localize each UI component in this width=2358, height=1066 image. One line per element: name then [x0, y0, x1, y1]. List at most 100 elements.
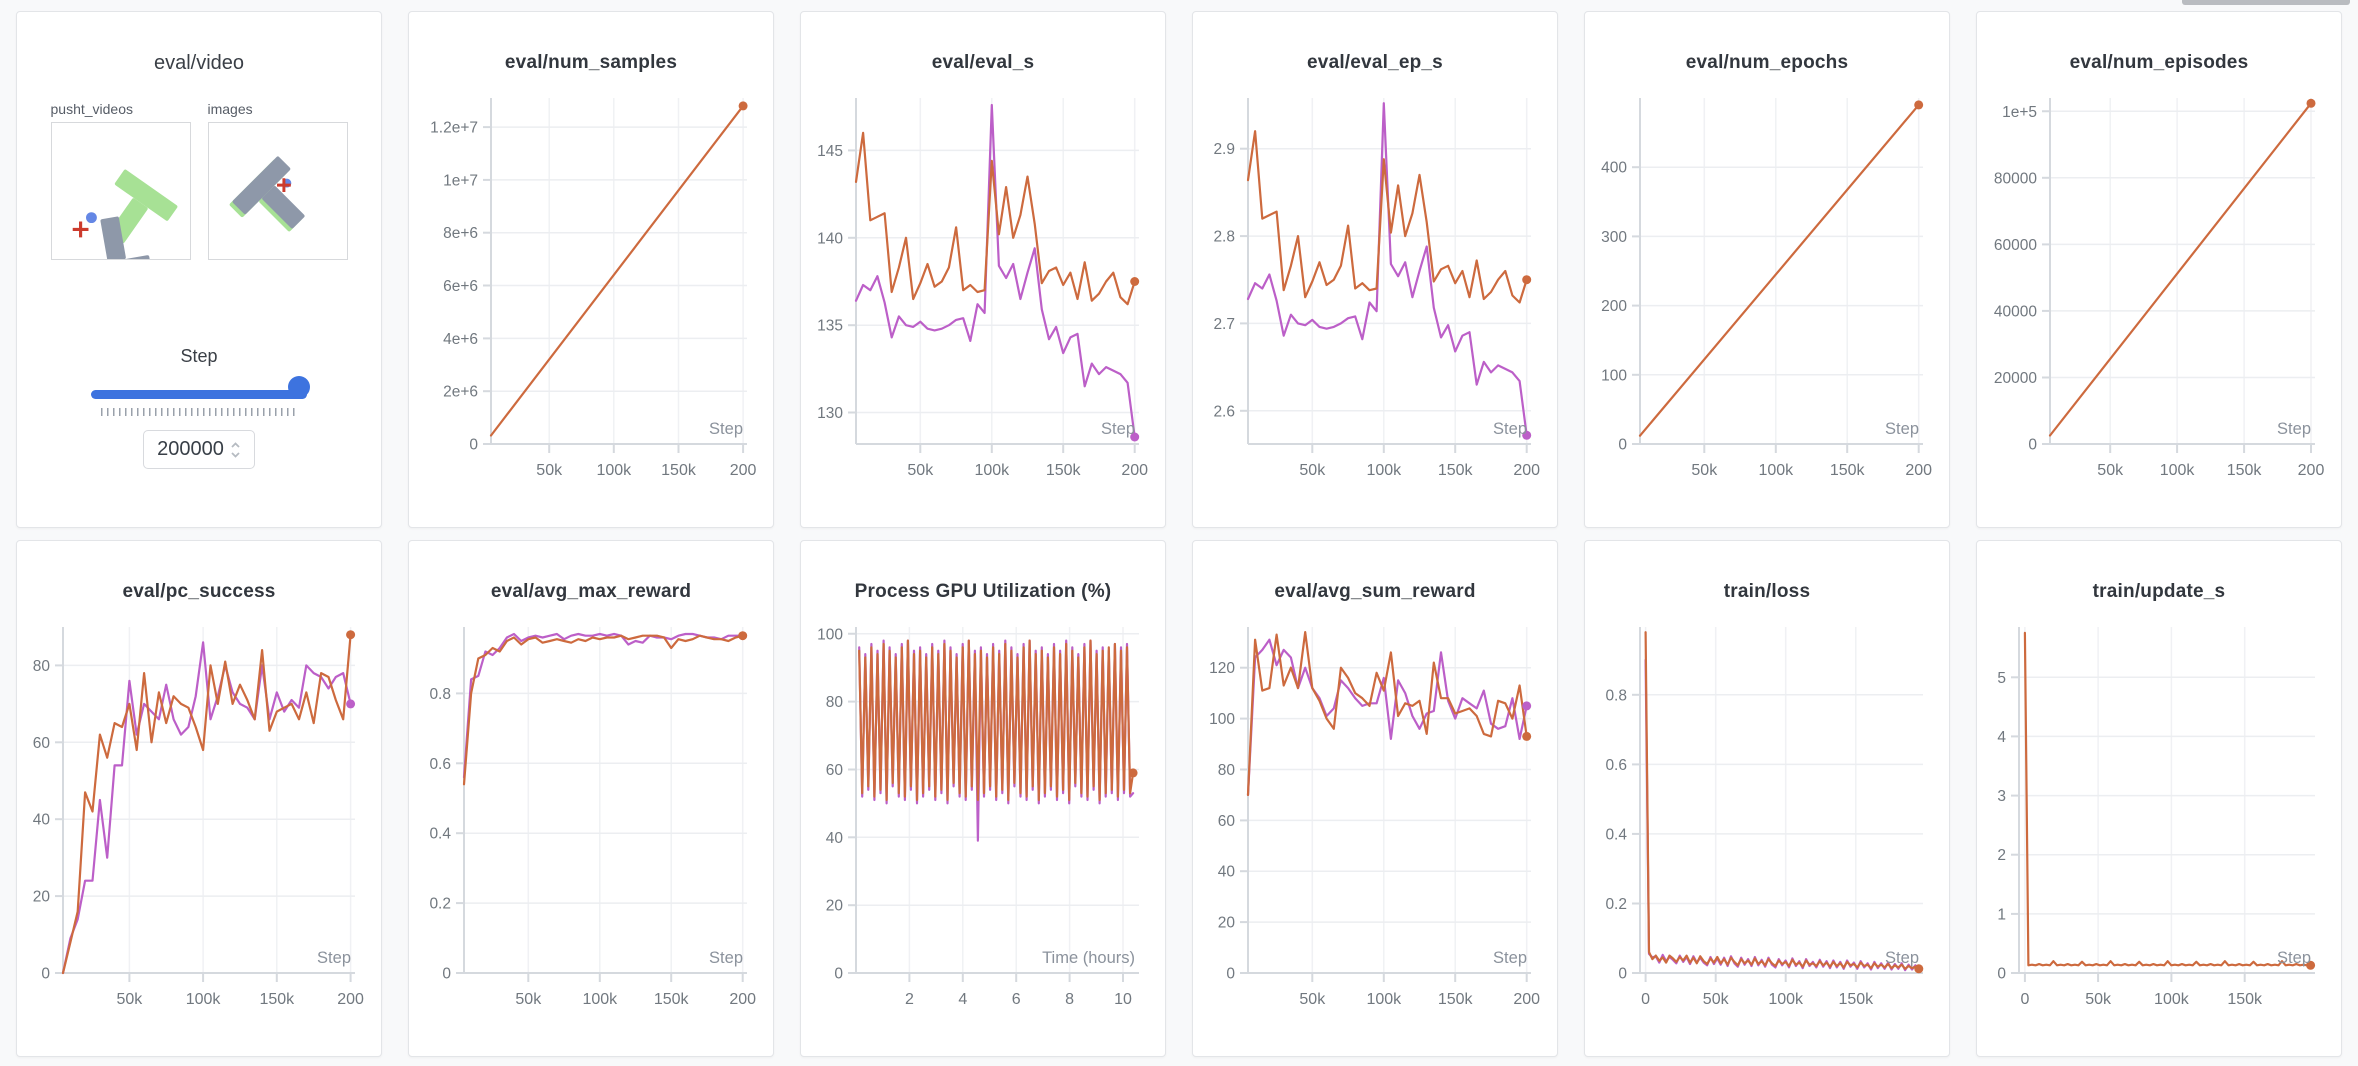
svg-text:6e+6: 6e+6 — [443, 278, 478, 295]
svg-text:100k: 100k — [2160, 462, 2196, 479]
chart-panel-train-update-s: train/update_s 0 50k 100k 150k 0 1 2 3 4 5 Step — [1976, 540, 2342, 1057]
chart-panel-eval-num-samples: eval/num_samples 50k 100k 150k 200 0 2e+6 4e+6 6… — [408, 11, 774, 528]
chart-title-process-gpu-utilization: Process GPU Utilization (%) — [854, 581, 1112, 602]
svg-text:0.2: 0.2 — [429, 896, 451, 913]
svg-text:80: 80 — [826, 694, 844, 711]
svg-text:150k: 150k — [2227, 991, 2263, 1008]
svg-text:150k: 150k — [1438, 462, 1474, 479]
chart-plot-process-gpu-utilization[interactable]: 2 4 6 8 10 0 20 40 60 80 100 Time (hours) — [813, 613, 1153, 1017]
media-label: images — [207, 101, 253, 117]
svg-text:4: 4 — [958, 991, 967, 1008]
svg-text:Step: Step — [709, 420, 743, 438]
svg-text:150k: 150k — [1838, 991, 1874, 1008]
svg-text:150k: 150k — [1046, 462, 1082, 479]
svg-text:0.2: 0.2 — [1605, 896, 1627, 913]
svg-text:10: 10 — [1114, 991, 1132, 1008]
svg-text:1: 1 — [1997, 906, 2006, 923]
svg-text:100: 100 — [817, 626, 843, 643]
svg-text:0: 0 — [2028, 437, 2037, 454]
svg-text:20: 20 — [826, 898, 844, 915]
svg-text:50k: 50k — [2085, 991, 2112, 1008]
chart-plot-eval-pc-success[interactable]: 50k 100k 150k 200 0 20 40 60 80 Step — [29, 613, 369, 1017]
svg-text:100k: 100k — [1366, 462, 1402, 479]
svg-text:50k: 50k — [117, 991, 144, 1008]
chart-plot-eval-avg-sum-reward[interactable]: 50k 100k 150k 200 0 20 40 60 80 100 120 Step — [1205, 613, 1545, 1017]
scrollbar-thumb[interactable] — [2182, 0, 2350, 5]
chart-title-eval-eval-ep-s: eval/eval_ep_s — [1307, 52, 1443, 73]
chart-plot-eval-num-epochs[interactable]: 50k 100k 150k 200 0 100 200 300 400 Step — [1597, 84, 1937, 488]
chart-panel-eval-num-episodes: eval/num_episodes 50k 100k 150k 200 0 20000 400… — [1976, 11, 2342, 528]
svg-text:145: 145 — [817, 143, 843, 160]
svg-text:0.8: 0.8 — [1605, 687, 1627, 704]
svg-text:60: 60 — [826, 762, 844, 779]
svg-text:Step: Step — [709, 949, 743, 967]
svg-text:50k: 50k — [515, 991, 542, 1008]
svg-text:60000: 60000 — [1994, 237, 2037, 254]
svg-text:200: 200 — [1513, 991, 1540, 1008]
svg-text:150k: 150k — [1830, 462, 1866, 479]
chart-plot-eval-eval-ep-s[interactable]: 50k 100k 150k 200 2.6 2.7 2.8 2.9 Step — [1205, 84, 1545, 488]
svg-text:100: 100 — [1209, 711, 1235, 728]
svg-text:100k: 100k — [2154, 991, 2190, 1008]
svg-text:20000: 20000 — [1994, 370, 2037, 387]
svg-text:0.4: 0.4 — [1605, 826, 1627, 843]
step-slider-thumb[interactable] — [288, 376, 310, 398]
svg-text:50k: 50k — [1703, 991, 1730, 1008]
svg-text:20: 20 — [1218, 915, 1236, 932]
svg-text:100k: 100k — [582, 991, 618, 1008]
svg-text:50k: 50k — [536, 462, 563, 479]
chart-plot-eval-num-episodes[interactable]: 50k 100k 150k 200 0 20000 40000 60000 80000 1e+5 S… — [1989, 84, 2329, 488]
svg-text:6: 6 — [1012, 991, 1021, 1008]
svg-text:4: 4 — [1997, 729, 2006, 746]
number-stepper-icon[interactable] — [230, 440, 241, 460]
svg-text:0: 0 — [1226, 966, 1235, 983]
pusht-target-cross — [72, 221, 88, 238]
chart-panel-eval-pc-success: eval/pc_success 50k 100k 150k 200 0 20 40 60 80 St… — [16, 540, 382, 1057]
svg-text:4e+6: 4e+6 — [443, 331, 478, 348]
svg-text:Step: Step — [317, 949, 351, 967]
svg-text:100k: 100k — [1758, 462, 1794, 479]
svg-text:0.4: 0.4 — [429, 826, 451, 843]
chart-title-eval-avg-max-reward: eval/avg_max_reward — [490, 581, 692, 602]
chart-plot-train-loss[interactable]: 0 50k 100k 150k 0 0.2 0.4 0.6 0.8 Step — [1597, 613, 1937, 1017]
pusht-goal-t-shape — [108, 169, 177, 244]
svg-text:100k: 100k — [974, 462, 1010, 479]
svg-text:0: 0 — [1997, 966, 2006, 983]
svg-text:2.8: 2.8 — [1213, 229, 1235, 246]
svg-text:0: 0 — [442, 966, 451, 983]
svg-text:0: 0 — [41, 966, 50, 983]
svg-text:140: 140 — [817, 230, 843, 247]
chart-plot-eval-eval-s[interactable]: 50k 100k 150k 200 130 135 140 145 Step — [813, 84, 1153, 488]
media-item-pusht-videos: pusht_videos — [50, 101, 191, 285]
svg-text:2.6: 2.6 — [1213, 403, 1235, 420]
video-thumbnail-images[interactable] — [207, 122, 348, 260]
pusht-block-t-shape — [232, 156, 305, 229]
svg-text:1e+5: 1e+5 — [2002, 104, 2037, 121]
svg-text:200: 200 — [1121, 462, 1148, 479]
svg-text:0: 0 — [469, 437, 478, 454]
chart-plot-eval-num-samples[interactable]: 50k 100k 150k 200 0 2e+6 4e+6 6e+6 8e+6 1e+7 1.2e+… — [421, 84, 761, 488]
pusht-agent-dot — [85, 212, 97, 224]
svg-text:Step: Step — [2277, 420, 2311, 438]
chart-panel-train-loss: train/loss 0 50k 100k 150k 0 0.2 0.4 0.6 0.8 Step — [1584, 540, 1950, 1057]
svg-text:2.9: 2.9 — [1213, 141, 1235, 158]
svg-text:150k: 150k — [654, 991, 690, 1008]
svg-text:2: 2 — [905, 991, 914, 1008]
svg-text:150k: 150k — [259, 991, 295, 1008]
svg-text:0.6: 0.6 — [1605, 757, 1627, 774]
chart-plot-eval-avg-max-reward[interactable]: 50k 100k 150k 200 0 0.2 0.4 0.6 0.8 Step — [421, 613, 761, 1017]
video-thumbnail-pusht-videos[interactable] — [50, 122, 191, 285]
panel-title-eval-video: eval/video — [153, 52, 245, 74]
svg-text:100k: 100k — [186, 991, 222, 1008]
svg-text:200: 200 — [730, 462, 757, 479]
svg-text:0: 0 — [1641, 991, 1650, 1008]
svg-text:200: 200 — [729, 991, 756, 1008]
step-input-field[interactable]: 200000 — [143, 430, 255, 469]
step-slider-track[interactable] — [91, 390, 307, 399]
step-input-value[interactable]: 200000 — [157, 438, 224, 460]
svg-text:130: 130 — [817, 405, 843, 422]
step-slider[interactable] — [91, 376, 310, 405]
svg-text:1.2e+7: 1.2e+7 — [430, 120, 478, 137]
chart-plot-train-update-s[interactable]: 0 50k 100k 150k 0 1 2 3 4 5 Step — [1989, 613, 2329, 1017]
svg-text:100k: 100k — [1366, 991, 1402, 1008]
